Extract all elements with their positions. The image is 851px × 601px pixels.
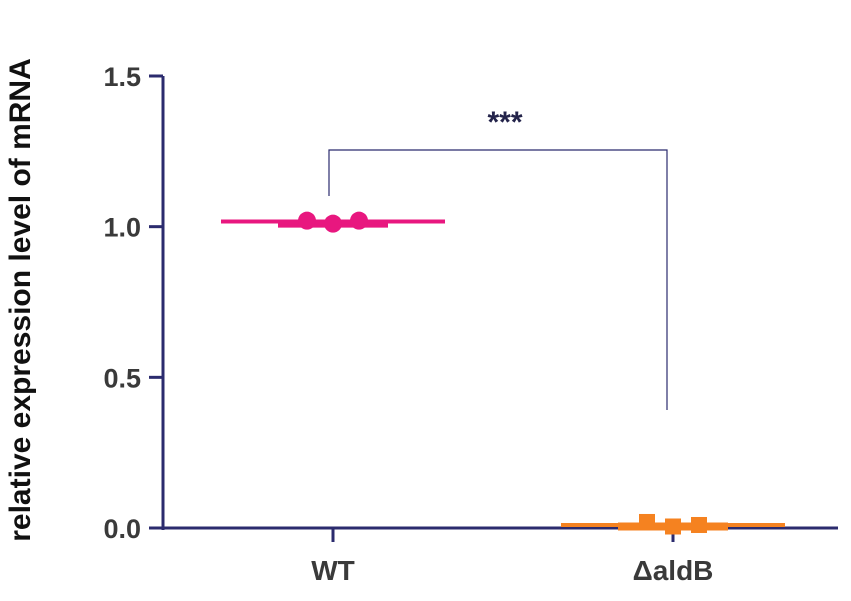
y-tick-label: 1.5 [103,62,141,92]
significance-label: *** [487,106,522,139]
x-ticks: WT ΔaldB [311,528,713,586]
data-point [298,211,316,230]
significance-bracket [328,149,668,410]
bracket-line [328,149,668,410]
axes [161,76,838,530]
y-tick-label: 0.5 [103,363,141,393]
data-point [350,211,368,230]
data-point [639,513,655,530]
data-point [324,214,342,233]
y-axis-label: relative expression level of mRNA [4,58,37,542]
data-point [691,516,707,533]
data-marks [221,211,785,535]
x-tick-label: ΔaldB [633,555,714,586]
data-point [665,518,681,535]
y-ticks: 0.0 0.5 1.0 1.5 [103,62,163,544]
y-tick-label: 1.0 [103,213,141,243]
y-tick-label: 0.0 [103,514,141,544]
x-tick-label: WT [311,555,355,586]
